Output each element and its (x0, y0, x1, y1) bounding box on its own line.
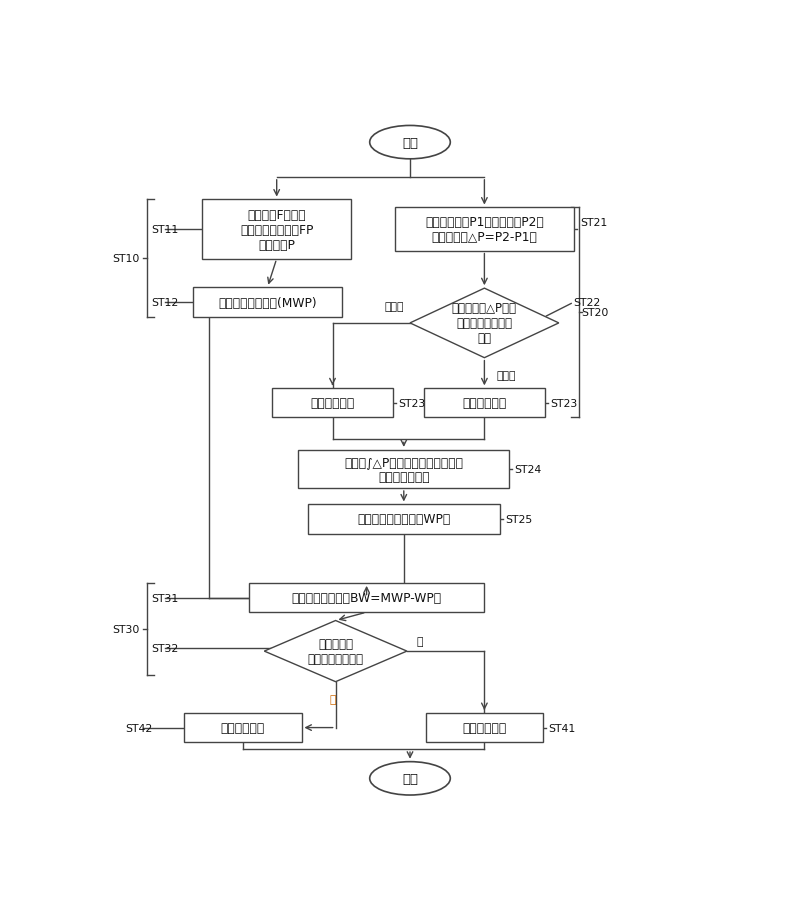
FancyBboxPatch shape (184, 713, 302, 742)
Text: 发电原料F使用量
单位发电原料价格FP
生产电能P: 发电原料F使用量 单位发电原料价格FP 生产电能P (240, 208, 314, 252)
Ellipse shape (370, 126, 450, 160)
Text: ST11: ST11 (151, 225, 178, 235)
Text: 减少生产电力: 减少生产电力 (310, 397, 354, 410)
Text: 经济性指数
是否为正还是负？: 经济性指数 是否为正还是负？ (308, 638, 363, 666)
Text: ST32: ST32 (151, 643, 178, 653)
Text: 计算商用电力价格（WP）: 计算商用电力价格（WP） (357, 513, 450, 526)
FancyBboxPatch shape (424, 389, 545, 418)
Text: ST31: ST31 (151, 593, 178, 603)
Text: 计算生产电力价格(MWP): 计算生产电力价格(MWP) (218, 296, 317, 309)
FancyBboxPatch shape (308, 505, 500, 534)
Text: 计算生产电力P1和负载电力P2的
失衡差值（△P=P2-P1）: 计算生产电力P1和负载电力P2的 失衡差值（△P=P2-P1） (425, 216, 544, 244)
Text: 负: 负 (330, 695, 336, 704)
Text: ST23: ST23 (550, 399, 577, 409)
Text: ST12: ST12 (151, 298, 178, 308)
Text: 正: 正 (416, 636, 422, 646)
Text: ST23: ST23 (398, 399, 425, 409)
Text: 积算（∫△P）所使用的由系统电源
供给的商用电能: 积算（∫△P）所使用的由系统电源 供给的商用电能 (344, 456, 463, 483)
FancyBboxPatch shape (272, 389, 393, 418)
Text: ST22: ST22 (574, 298, 601, 308)
Text: 返回: 返回 (402, 772, 418, 785)
Text: 开始: 开始 (402, 136, 418, 150)
Ellipse shape (370, 762, 450, 796)
Polygon shape (410, 289, 558, 358)
Text: ST25: ST25 (505, 514, 532, 524)
Text: ST42: ST42 (125, 723, 152, 732)
FancyBboxPatch shape (394, 208, 574, 252)
Text: 供给生产电力: 供给生产电力 (221, 722, 265, 734)
Text: ST21: ST21 (580, 218, 607, 228)
Text: 供给商用电力: 供给商用电力 (462, 722, 506, 734)
FancyBboxPatch shape (249, 584, 485, 612)
Text: 范围内: 范围内 (384, 301, 404, 311)
Text: ST41: ST41 (548, 723, 575, 732)
FancyBboxPatch shape (426, 713, 543, 742)
Text: ST10: ST10 (112, 253, 140, 263)
Text: ST24: ST24 (514, 465, 542, 474)
Text: 计算经济性指数（BW=MWP-WP）: 计算经济性指数（BW=MWP-WP） (291, 592, 442, 604)
Polygon shape (264, 621, 407, 682)
Text: ST20: ST20 (581, 308, 609, 318)
FancyBboxPatch shape (202, 200, 351, 259)
FancyBboxPatch shape (193, 288, 342, 318)
Text: ST30: ST30 (112, 624, 140, 634)
Text: 失衡差值（△P）是
否超出了设定值范
围？: 失衡差值（△P）是 否超出了设定值范 围？ (452, 302, 517, 345)
FancyBboxPatch shape (298, 450, 509, 489)
Text: 范围外: 范围外 (497, 371, 516, 381)
Text: 增加生产电力: 增加生产电力 (462, 397, 506, 410)
